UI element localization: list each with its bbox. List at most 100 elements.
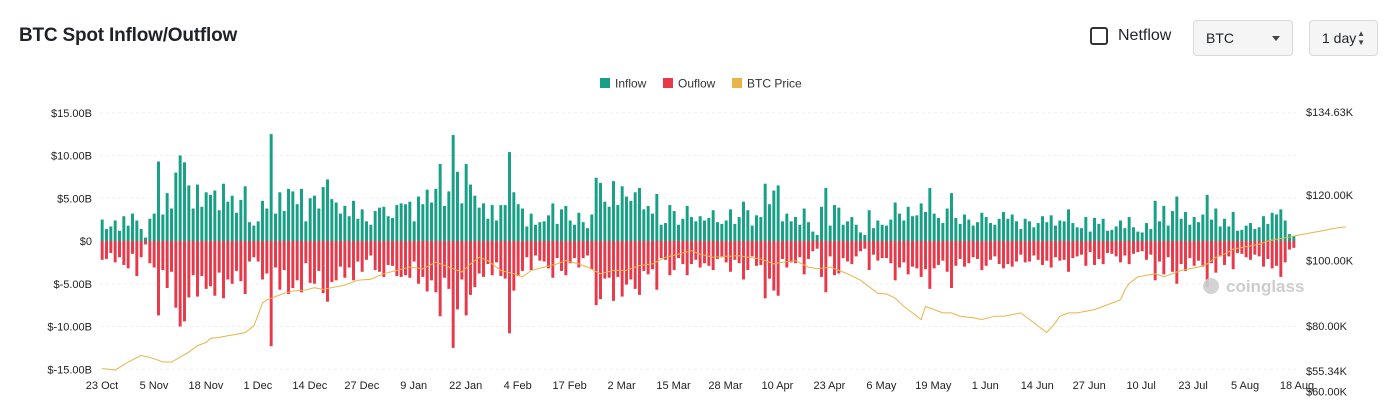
inflow-bar: [1175, 196, 1179, 241]
outflow-bar: [837, 241, 841, 274]
outflow-bar: [1227, 241, 1231, 257]
inflow-bar: [781, 221, 784, 241]
outflow-bar: [174, 241, 178, 308]
inflow-bar: [1262, 216, 1265, 241]
outflow-bar: [859, 241, 862, 252]
inflow-bar: [941, 223, 945, 241]
outflow-bar: [720, 241, 724, 258]
inflow-bar: [196, 184, 199, 241]
inflow-bar: [1266, 223, 1270, 241]
inflow-bar: [759, 217, 763, 241]
inflow-bar: [937, 217, 940, 241]
outflow-bar: [170, 241, 173, 272]
outflow-bar: [577, 241, 581, 268]
inflow-bar: [135, 220, 139, 241]
outflow-bar: [802, 241, 806, 275]
inflow-bar: [1028, 221, 1031, 241]
inflow-bar: [165, 193, 169, 241]
inflow-bar: [386, 216, 390, 241]
inflow-bar: [664, 223, 667, 241]
outflow-bar: [534, 241, 537, 256]
inflow-bar: [1132, 227, 1135, 241]
outflow-bar: [906, 241, 910, 275]
outflow-bar: [105, 241, 108, 259]
inflow-bar: [178, 155, 182, 241]
inflow-bar: [425, 189, 429, 241]
outflow-bar: [581, 241, 585, 259]
outflow-bar: [911, 241, 914, 267]
inflow-bar: [703, 220, 706, 241]
outflow-bar: [750, 241, 754, 257]
inflow-bar: [1062, 221, 1066, 241]
inflow-bar: [1236, 230, 1239, 241]
outflow-bar: [317, 241, 321, 271]
x-axis-tick: 2 Mar: [608, 380, 636, 392]
outflow-bar: [854, 241, 858, 257]
outflow-bar: [1127, 241, 1131, 265]
outflow-bar: [737, 241, 741, 264]
right-axis-tick: $55.34K: [1306, 366, 1348, 378]
outflow-bar: [503, 241, 507, 279]
inflow-bar: [269, 134, 273, 241]
inflow-bar: [733, 223, 737, 241]
outflow-bar: [1270, 241, 1274, 269]
outflow-bar: [334, 241, 338, 281]
coin-select[interactable]: BTC: [1193, 20, 1293, 56]
inflow-bar: [573, 224, 576, 241]
inflow-bar: [295, 204, 299, 241]
x-axis-tick: 6 May: [866, 380, 896, 392]
inflow-bar: [885, 225, 888, 241]
outflow-bar: [1132, 241, 1135, 254]
right-axis-tick: $60.00K: [1306, 386, 1348, 398]
interval-select[interactable]: 1 day ▲ ▼: [1309, 20, 1378, 56]
outflow-bar: [1049, 241, 1053, 268]
outflow-bar: [885, 241, 888, 259]
inflow-bar: [226, 201, 230, 241]
outflow-bar: [1266, 241, 1270, 259]
outflow-bar: [287, 241, 290, 295]
inflow-bar: [369, 224, 373, 241]
netflow-toggle[interactable]: Netflow: [1090, 27, 1171, 45]
x-axis-tick: 23 Oct: [86, 380, 118, 392]
outflow-bar: [846, 241, 849, 262]
legend-swatch: [732, 78, 742, 88]
inflow-bar: [651, 213, 654, 241]
outflow-bar: [607, 241, 611, 278]
inflow-bar: [911, 216, 914, 241]
inflow-bar: [672, 211, 676, 241]
inflow-bar: [581, 222, 585, 241]
outflow-bar: [1210, 241, 1213, 264]
outflow-bar: [646, 241, 650, 275]
inflow-bar: [564, 205, 568, 241]
inflow-bar: [1049, 215, 1053, 241]
outflow-bar: [395, 241, 399, 277]
outflow-bar: [113, 241, 117, 263]
inflow-bar: [1214, 208, 1218, 241]
outflow-bar: [651, 241, 654, 270]
outflow-bar: [963, 241, 966, 267]
outflow-bar: [191, 241, 195, 276]
x-axis-tick: 18 Nov: [188, 380, 223, 392]
outflow-bar: [473, 241, 477, 288]
inflow-bar: [820, 206, 823, 241]
inflow-bar: [399, 203, 403, 241]
grid-lines: [100, 112, 1296, 370]
netflow-checkbox[interactable]: [1090, 27, 1108, 45]
outflow-bar: [321, 241, 325, 294]
outflow-bar: [378, 241, 381, 272]
inflow-bar: [391, 217, 394, 241]
outflow-bar: [529, 241, 533, 271]
outflow-bar: [781, 241, 784, 259]
outflow-bar: [763, 241, 767, 299]
x-axis-tick: 14 Dec: [292, 380, 327, 392]
inflow-bar: [447, 191, 451, 241]
outflow-bar: [768, 241, 771, 279]
outflow-bar: [590, 241, 594, 270]
x-axis-tick: 23 Apr: [813, 380, 845, 392]
inflow-bar: [469, 184, 472, 241]
outflow-bar: [330, 241, 334, 283]
inflow-bar: [542, 221, 546, 241]
outflow-bar: [1197, 241, 1200, 261]
outflow-bar: [248, 241, 251, 262]
inflow-bar: [282, 211, 286, 241]
